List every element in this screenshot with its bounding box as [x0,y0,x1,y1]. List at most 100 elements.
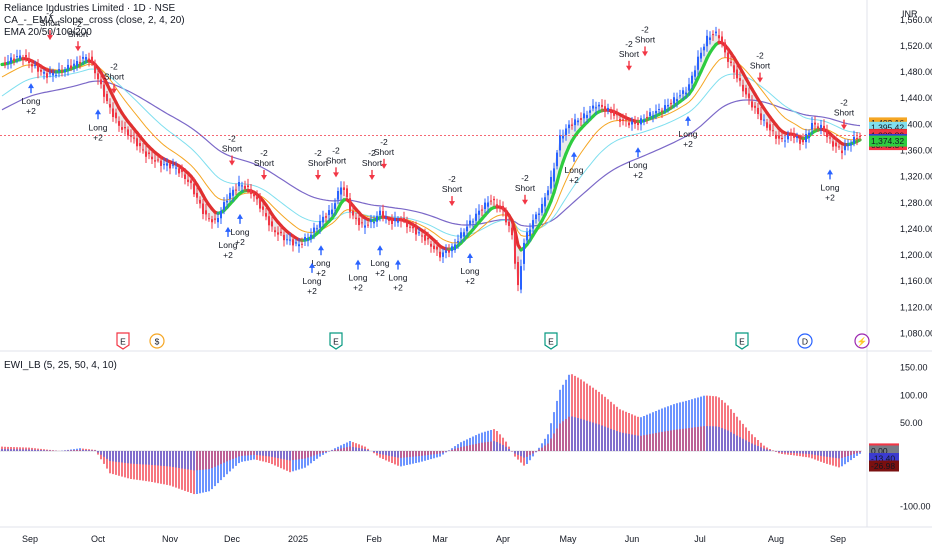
candle-body [295,242,297,244]
price-tick-label: 1,480.00 [900,67,932,77]
candle-body [820,124,822,128]
long-signal-value: +2 [26,106,36,116]
candle-body [658,109,660,110]
indicator-ewi-label[interactable]: EWI_LB (5, 25, 50, 4, 10) [4,360,117,371]
candle-body [166,163,168,166]
short-signal-value: -2 [521,173,529,183]
ema-50-line [1,57,861,244]
earnings-marker [116,332,130,350]
short-signal-label: Short [68,29,89,39]
candle-body [472,221,474,223]
candle-body [16,56,18,58]
candle-body [7,61,9,64]
indicator-slope-cross-label[interactable]: CA_-_EMA_slope_cross (close, 2, 4, 20) [4,15,185,26]
candle-body [457,241,459,243]
candle-body [730,61,732,63]
short-signal-label: Short [308,158,329,168]
short-arrow-head [229,160,235,166]
candle-body [640,118,642,125]
candle-body [553,168,555,182]
candle-body [661,110,663,112]
short-arrow-head [333,172,339,178]
price-tick-label: 1,160.00 [900,276,932,286]
short-signal-value: -2 [110,62,118,72]
candle-body [595,107,597,109]
candle-body [436,246,438,250]
candle-body [205,210,207,215]
earnings-marker [544,332,558,350]
candle-body [793,133,795,138]
candle-body [538,213,540,215]
candle-body [487,202,489,207]
candle-body [154,160,156,162]
time-tick-label: May [559,534,577,544]
candle-body [22,57,24,60]
candle-body [655,110,657,114]
candle-body [226,200,228,203]
candle-body [430,243,432,247]
candle-body [631,121,633,125]
short-signal-label: Short [750,61,771,71]
candle-body [454,244,456,251]
candle-body [682,90,684,94]
candle-body [307,238,309,241]
candle-body [859,136,861,138]
long-arrow-head [355,259,361,265]
long-signal-label: Long [89,122,108,132]
long-signal-label: Long [629,160,648,170]
short-signal-label: Short [374,147,395,157]
candle-body [523,242,525,264]
candle-body [760,113,762,121]
long-signal-label: Long [679,129,698,139]
price-tick-label: 1,200.00 [900,250,932,260]
candle-body [514,233,516,264]
candle-body [304,237,306,241]
ema-20-segment [555,169,562,184]
candle-body [310,234,312,239]
short-signal-label: Short [515,183,536,193]
candle-body [196,192,198,198]
news-marker [854,333,870,349]
candle-body [136,138,138,147]
candle-body [130,135,132,137]
short-arrow-head [757,77,763,83]
chart-title: Reliance Industries Limited · 1D · NSE [4,3,176,14]
indicator-ema-label[interactable]: EMA 20/50/100/200 [4,27,92,38]
candle-body [853,136,855,144]
candle-body [187,179,189,182]
candle-body [241,185,243,187]
candle-body [826,129,828,138]
candle-body [217,218,219,223]
long-arrow-head [309,262,315,268]
osc-tick-label: 150.00 [900,363,928,373]
candle-body [118,121,120,126]
candle-body [700,52,702,59]
long-arrow-head [395,259,401,265]
candle-body [427,237,429,240]
candle-body [727,52,729,62]
candle-body [292,239,294,246]
long-signal-value: +2 [353,283,363,293]
candle-body [592,105,594,109]
candle-body [400,219,402,221]
candle-body [490,200,492,202]
short-signal-value: -2 [314,148,322,158]
candle-body [4,62,6,65]
candle-body [814,122,816,125]
long-signal-label: Long [371,258,390,268]
candle-body [10,57,12,63]
short-arrow-head [381,163,387,169]
price-tick-label: 1,400.00 [900,119,932,129]
candle-body [817,126,819,129]
time-tick-label: Apr [496,534,510,544]
dividend-d-marker [797,333,813,349]
osc-tick-label: 50.00 [900,418,923,428]
candle-body [439,251,441,258]
candle-body [811,123,813,130]
osc-value-tag [869,453,899,464]
candle-body [412,226,414,229]
price-tag-label: 1,374.32 [871,136,904,146]
candle-body [223,202,225,211]
candle-body [76,61,78,67]
